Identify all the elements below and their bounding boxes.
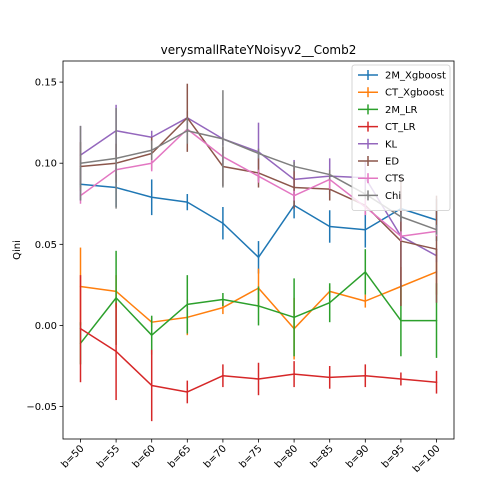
data-point <box>328 225 331 228</box>
series-CT_LR <box>79 275 438 422</box>
data-point <box>257 305 260 307</box>
y-tick-label: 0.00 <box>35 321 57 332</box>
legend-item-CT_Xgboost: CT_Xgboost <box>358 87 444 99</box>
x-tick-label: b=55 <box>95 443 122 470</box>
data-point <box>435 228 438 231</box>
x-tick-label: b=75 <box>237 443 264 470</box>
data-point <box>186 201 189 203</box>
data-point <box>400 215 402 218</box>
legend-label: CT_LR <box>385 122 416 133</box>
data-point <box>115 297 117 299</box>
data-point <box>364 228 367 231</box>
data-point <box>328 301 331 304</box>
legend-label: CTS <box>385 174 404 185</box>
y-tick-label: 0.10 <box>35 159 57 170</box>
x-tick-label: b=90 <box>344 443 371 470</box>
data-point <box>364 300 367 302</box>
legend-label: KL <box>385 139 398 150</box>
legend-label: ED <box>385 157 399 168</box>
data-point <box>150 334 153 336</box>
data-point <box>400 378 402 380</box>
legend-label: 2M_Xgboost <box>385 71 446 82</box>
data-point <box>293 316 295 319</box>
x-tick-label: b=85 <box>309 443 336 470</box>
data-point <box>257 152 260 155</box>
data-point <box>328 376 331 379</box>
legend-label: Chi <box>385 191 401 202</box>
data-point <box>293 186 295 189</box>
x-tick-label: b=60 <box>131 443 158 470</box>
legend-item-CT_LR: CT_LR <box>358 121 416 133</box>
data-point <box>150 149 153 152</box>
legend-item-2M_LR: 2M_LR <box>358 104 418 116</box>
data-point <box>150 162 153 165</box>
data-point <box>257 378 260 380</box>
legend-item-2M_Xgboost: 2M_Xgboost <box>358 70 446 82</box>
data-point <box>400 235 402 238</box>
data-point <box>186 391 189 393</box>
y-tick-label: 0.05 <box>35 240 57 251</box>
data-point <box>222 306 224 309</box>
data-point <box>150 384 153 387</box>
data-point <box>328 173 331 176</box>
y-tick-label: 0.15 <box>35 78 57 89</box>
x-tick-label: b=95 <box>380 443 407 470</box>
data-point <box>293 165 295 168</box>
legend-label: 2M_LR <box>385 105 418 116</box>
data-point <box>364 374 367 377</box>
y-axis-title: Qini <box>12 240 23 260</box>
data-point <box>115 157 117 160</box>
data-point <box>115 350 117 353</box>
data-point <box>222 138 224 140</box>
data-point <box>364 271 367 273</box>
data-point <box>435 381 438 384</box>
legend: 2M_Xgboost CT_Xgboost 2M_LR CT_LR KL ED CTS Chi <box>351 64 451 212</box>
data-point <box>186 129 189 132</box>
legend-item-ED: ED <box>358 156 399 168</box>
data-point <box>293 194 295 197</box>
chart-title: verysmallRateYNoisyv2__Comb2 <box>161 43 357 57</box>
data-point <box>400 319 402 322</box>
x-tick-label: b=70 <box>202 443 229 470</box>
legend-item-KL: KL <box>358 138 398 150</box>
data-point <box>435 319 438 322</box>
data-point <box>257 175 260 177</box>
data-point <box>79 162 82 165</box>
x-tick-label: b=65 <box>166 443 193 470</box>
x-tick-label: b=100 <box>411 443 443 475</box>
x-axis: b=50 b=55 b=60 b=65 b=70 b=75 b=80 b=85 b=90 b=95… <box>59 439 443 475</box>
data-point <box>222 298 224 301</box>
y-tick-label: −0.05 <box>26 402 57 413</box>
x-tick-label: b=80 <box>273 443 300 470</box>
legend-box <box>351 64 451 212</box>
legend-item-Chi: Chi <box>358 190 401 202</box>
legend-item-CTS: CTS <box>358 173 404 185</box>
data-point <box>79 327 82 330</box>
x-tick-label: b=50 <box>59 443 86 470</box>
data-point <box>150 196 153 199</box>
y-axis: −0.05 0.00 0.05 0.10 0.15 <box>26 78 63 413</box>
legend-label: CT_Xgboost <box>385 88 444 99</box>
data-point <box>435 248 438 250</box>
data-point <box>186 303 189 306</box>
data-point <box>222 374 224 377</box>
data-point <box>222 222 224 225</box>
data-point <box>257 256 260 259</box>
data-point <box>293 373 295 375</box>
